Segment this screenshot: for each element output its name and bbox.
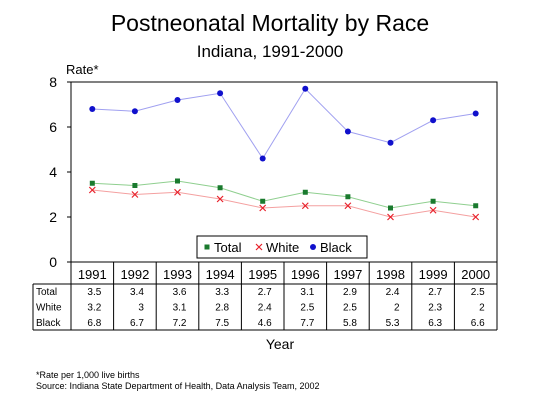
data-point-total <box>175 178 180 184</box>
table-cell: 7.7 <box>300 318 314 329</box>
table-cell: 3.4 <box>130 287 144 298</box>
x-tick-label: 1994 <box>206 267 235 282</box>
data-point-total <box>302 189 308 195</box>
x-tick-label: 1993 <box>163 267 192 282</box>
series-line-black <box>92 87 476 160</box>
legend-label-white: White <box>266 240 299 255</box>
table-cell: 3.3 <box>215 287 229 298</box>
x-tick-label: 1992 <box>120 267 149 282</box>
table-cell: 2.3 <box>428 303 442 314</box>
table-cell: 2.4 <box>386 287 400 298</box>
data-point-total <box>430 198 436 204</box>
x-axis-label: Year <box>265 336 295 352</box>
data-point-white <box>301 202 309 210</box>
data-point-black <box>89 106 96 112</box>
legend-marker-black <box>310 244 316 250</box>
data-point-total <box>89 180 95 186</box>
data-point-black <box>131 108 138 115</box>
data-point-black <box>302 85 309 92</box>
table-cell: 7.2 <box>173 318 187 329</box>
data-point-black <box>259 155 266 162</box>
table-cell: 2.8 <box>215 303 229 314</box>
data-point-black <box>217 90 224 97</box>
data-point-black <box>472 110 479 117</box>
data-point-white <box>88 186 96 194</box>
data-point-black <box>344 128 351 135</box>
x-tick-label: 1995 <box>248 267 277 282</box>
table-cell: 4.6 <box>258 318 272 329</box>
data-point-total <box>345 194 351 200</box>
legend-label-black: Black <box>320 240 352 255</box>
table-cell: 2 <box>479 303 485 314</box>
series-line-white <box>92 189 476 218</box>
table-cell: 2.9 <box>343 287 357 298</box>
table-cell: 6.7 <box>130 318 144 329</box>
x-tick-label: 2000 <box>461 267 490 282</box>
table-cell: 3.1 <box>173 303 187 314</box>
y-tick-label: 4 <box>49 164 57 180</box>
table-cell: 2.5 <box>471 287 485 298</box>
data-point-white <box>429 206 437 214</box>
table-cell: 3 <box>138 303 144 314</box>
table-cell: 2.7 <box>428 287 442 298</box>
legend-box <box>196 235 368 259</box>
data-point-total <box>217 185 223 191</box>
table-cell: 3.2 <box>87 303 101 314</box>
data-point-total <box>132 183 138 188</box>
data-point-total <box>473 203 479 209</box>
data-point-white <box>344 202 352 210</box>
legend-marker-white <box>255 243 263 251</box>
table-row-label: White <box>36 303 62 314</box>
data-point-white <box>131 191 139 198</box>
data-point-black <box>174 97 181 103</box>
x-tick-label: 1991 <box>78 267 107 282</box>
table-cell: 5.8 <box>343 318 357 329</box>
x-tick-label: 1996 <box>291 267 320 282</box>
table-row-label: Total <box>36 287 57 298</box>
table-cell: 3.6 <box>173 287 187 298</box>
footnote: *Rate per 1,000 live births <box>36 370 140 380</box>
y-tick-label: 2 <box>49 209 57 225</box>
y-axis-label: Rate* <box>66 62 99 77</box>
table-cell: 3.1 <box>300 287 314 298</box>
table-cell: 6.6 <box>471 318 485 329</box>
chart-subtitle: Indiana, 1991-2000 <box>196 42 344 61</box>
table-cell: 5.3 <box>386 318 400 329</box>
data-point-white <box>387 213 394 221</box>
source-note: Source: Indiana State Department of Heal… <box>36 381 320 391</box>
table-cell: 7.5 <box>215 318 229 329</box>
table-cell: 6.8 <box>87 318 101 329</box>
data-point-black <box>430 117 437 124</box>
legend-marker-total <box>204 244 210 250</box>
table-cell: 2.7 <box>258 287 272 298</box>
data-point-white <box>216 195 224 203</box>
data-point-white <box>174 188 181 196</box>
legend-label-total: Total <box>214 240 242 255</box>
table-row-label: Black <box>36 318 61 329</box>
table-cell: 2.5 <box>343 303 357 314</box>
y-tick-label: 6 <box>49 119 57 135</box>
table-cell: 2.5 <box>300 303 314 314</box>
table-cell: 2 <box>394 303 400 314</box>
chart-title: Postneonatal Mortality by Race <box>110 10 430 36</box>
x-tick-label: 1998 <box>376 267 405 282</box>
data-point-total <box>260 198 266 204</box>
table-cell: 3.5 <box>87 287 101 298</box>
table-cell: 2.4 <box>258 303 272 314</box>
y-tick-label: 0 <box>49 254 57 270</box>
x-tick-label: 1999 <box>419 267 448 282</box>
data-point-black <box>387 139 394 146</box>
y-tick-label: 8 <box>49 74 57 90</box>
series-line-total <box>92 180 476 209</box>
table-cell: 6.3 <box>428 318 442 329</box>
data-point-white <box>259 204 267 212</box>
data-point-total <box>388 205 393 211</box>
x-tick-label: 1997 <box>333 267 362 282</box>
data-point-white <box>472 213 480 221</box>
